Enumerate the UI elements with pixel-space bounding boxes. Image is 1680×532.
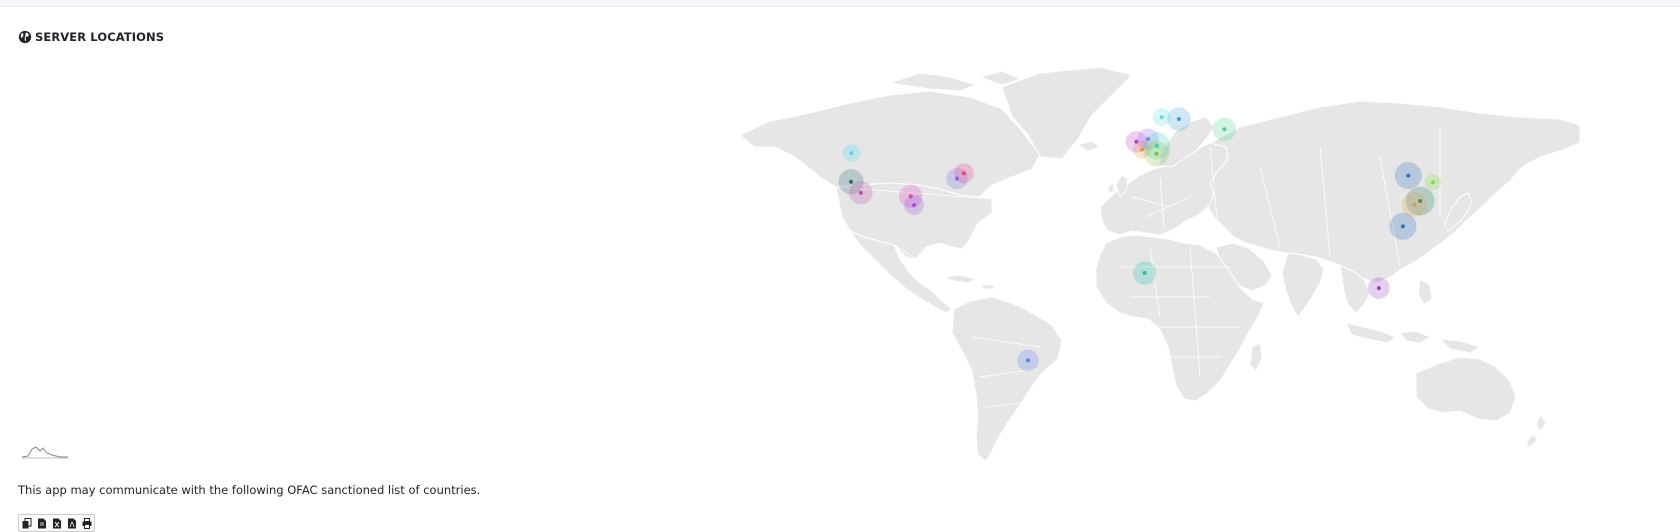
land-indonesia [1345, 278, 1482, 354]
land-uk [1107, 174, 1129, 198]
server-marker-shanghai[interactable] [1405, 186, 1435, 216]
land-south-america [951, 296, 1063, 462]
land-australia [1415, 356, 1517, 422]
marker-dot [1140, 147, 1145, 152]
panel-header: SERVER LOCATIONS [18, 30, 164, 44]
server-marker-singapore[interactable] [1368, 277, 1390, 299]
land-madagascar [1249, 342, 1263, 372]
land-se-asia [1339, 264, 1371, 314]
marker-dot [1222, 127, 1227, 132]
print-icon [82, 517, 91, 529]
world-map[interactable] [740, 47, 1580, 467]
marker-dot [962, 171, 966, 176]
server-marker-beijing[interactable] [1394, 162, 1422, 190]
server-marker-los-angeles[interactable] [849, 181, 873, 205]
file-csv-icon [37, 518, 46, 528]
land-india [1281, 252, 1325, 318]
server-marker-sao-paulo[interactable] [1017, 349, 1039, 372]
server-marker-houston[interactable] [904, 195, 924, 215]
marker-dot [1146, 137, 1151, 142]
marker-dot [849, 179, 854, 184]
server-marker-oslo[interactable] [1152, 108, 1171, 127]
marker-dot [1142, 271, 1147, 276]
panel-title: SERVER LOCATIONS [35, 30, 165, 44]
file-excel-icon [52, 518, 61, 528]
server-marker-lagos[interactable] [1132, 261, 1157, 285]
sparkline-icon [22, 446, 68, 459]
marker-dot [1400, 224, 1405, 229]
country-borders [835, 127, 1441, 408]
land-scandinavia [1157, 116, 1215, 168]
land-caribbean [943, 274, 998, 290]
marker-dot [1154, 143, 1159, 148]
marker-dot [1406, 173, 1411, 178]
marker-dot [1176, 117, 1181, 122]
marker-dot [1376, 286, 1381, 291]
marker-dot [908, 194, 913, 199]
land-masses [740, 66, 1580, 462]
land-mexico [848, 229, 953, 314]
server-markers[interactable] [838, 107, 1442, 372]
excel-button[interactable] [49, 515, 64, 531]
land-asia [1207, 100, 1580, 284]
land-africa [1095, 234, 1265, 402]
server-locations-panel: SERVER LOCATIONS [0, 6, 1680, 532]
land-new-zealand [1525, 413, 1547, 448]
server-marker-london[interactable] [1125, 130, 1148, 153]
server-marker-paris[interactable] [1133, 140, 1152, 159]
marker-dot [858, 190, 863, 195]
server-marker-shenzhen[interactable] [1389, 212, 1417, 240]
pdf-button[interactable] [64, 515, 79, 531]
marker-dot [1025, 358, 1030, 363]
server-marker-new-york[interactable] [954, 163, 974, 184]
server-marker-hangzhou[interactable] [1401, 191, 1427, 218]
marker-dot [1134, 139, 1139, 144]
land-arctic-islands [889, 70, 1022, 92]
marker-dot [1154, 151, 1159, 156]
server-marker-stockholm[interactable] [1167, 107, 1191, 131]
world-map-svg[interactable] [740, 47, 1580, 467]
file-pdf-icon [67, 518, 76, 528]
server-marker-dallas[interactable] [899, 184, 923, 209]
copy-button[interactable] [19, 515, 34, 531]
server-marker-amsterdam[interactable] [1137, 128, 1159, 150]
marker-dot [1431, 180, 1435, 185]
marker-dot [849, 151, 854, 156]
server-marker-seattle[interactable] [842, 144, 861, 163]
marker-dot [912, 203, 917, 208]
server-marker-san-francisco[interactable] [838, 169, 864, 195]
marker-dot [1412, 202, 1417, 207]
print-button[interactable] [79, 515, 94, 531]
land-japan [1443, 192, 1473, 232]
server-marker-seoul[interactable] [1424, 174, 1442, 191]
server-marker-zurich[interactable] [1143, 141, 1170, 167]
server-marker-frankfurt[interactable] [1143, 132, 1171, 160]
csv-button[interactable] [34, 515, 49, 531]
marker-dot [1159, 115, 1164, 120]
server-marker-moscow[interactable] [1212, 117, 1237, 141]
marker-dot [955, 176, 959, 181]
marker-dot [1418, 199, 1423, 203]
land-greenland [1001, 66, 1133, 160]
export-toolbar [18, 514, 95, 532]
globe-icon [18, 30, 32, 44]
copy-icon [22, 517, 31, 528]
land-canada [740, 90, 1041, 198]
land-iceland [1076, 140, 1102, 152]
ofac-notice: This app may communicate with the follow… [18, 483, 481, 497]
